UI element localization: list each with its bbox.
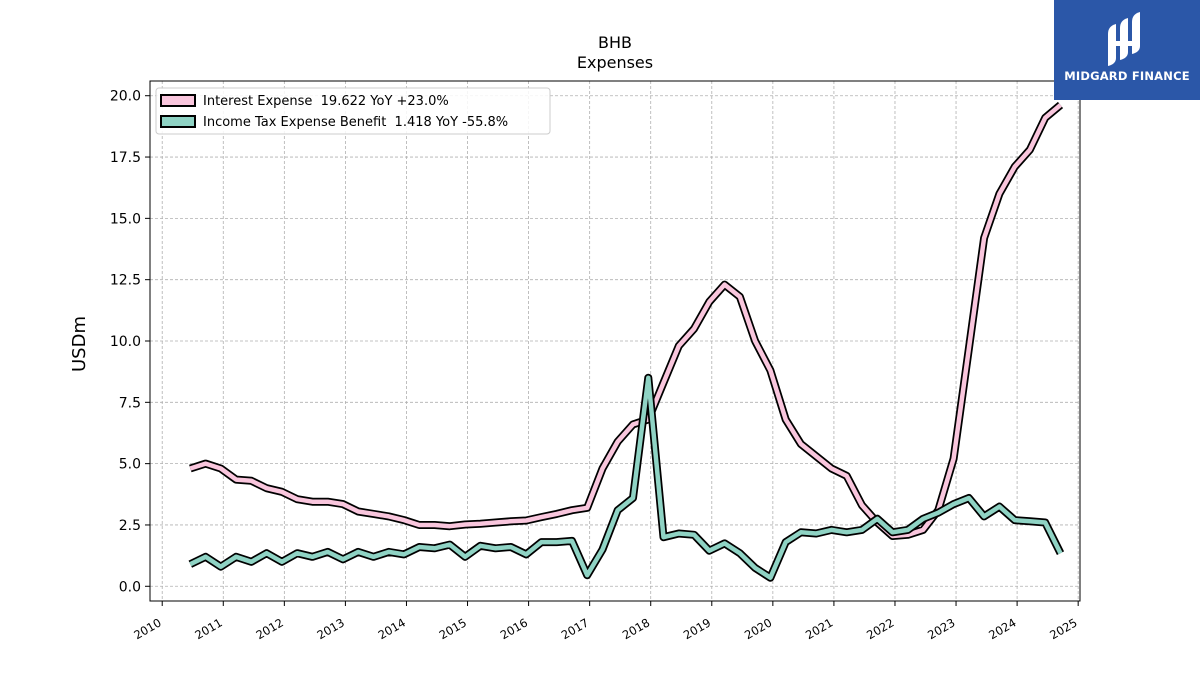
y-tick-label: 7.5 [119,395,141,411]
legend-swatch-interest-expense [160,94,196,107]
x-tick-label: 2020 [742,615,774,642]
x-tick-label: 2017 [559,615,591,642]
logo-text: MIDGARD FINANCE [1064,69,1190,83]
x-tick-label: 2022 [864,615,896,642]
y-tick-label: 0.0 [119,579,141,595]
x-tick-label: 2011 [192,615,224,642]
x-tick-label: 2015 [437,615,469,642]
legend-label-income-tax: Income Tax Expense Benefit 1.418 YoY -55… [203,115,508,130]
x-tick-label: 2013 [315,615,347,642]
y-tick-label: 5.0 [119,457,141,473]
midgard-finance-logo: MIDGARD FINANCE [1054,0,1200,100]
chart-title: BHB [598,33,632,52]
y-tick-label: 10.0 [110,334,141,350]
x-tick-label: 2014 [376,615,408,642]
series-lines [188,101,1065,582]
x-tick-label: 2019 [681,615,713,642]
logo-mark-icon [1108,12,1140,66]
legend: Interest Expense 19.622 YoY +23.0% Incom… [155,87,551,135]
legend-box [155,87,551,135]
x-tick-label: 2012 [253,615,285,642]
legend-swatch-income-tax [160,115,196,128]
y-tick-label: 20.0 [110,89,141,105]
x-tick-label: 2021 [803,615,835,642]
legend-label-interest-expense: Interest Expense 19.622 YoY +23.0% [203,94,449,109]
series-outline-1 [188,373,1065,582]
x-tick-label: 2018 [620,615,652,642]
chart-subtitle: Expenses [577,53,653,72]
series-line-1 [189,375,1063,580]
series-line-0 [189,103,1062,539]
y-axis-ticks: 0.0 2.5 5.0 7.5 10.0 12.5 15.0 17.5 20.0 [110,89,150,595]
x-tick-label: 2023 [925,615,957,642]
y-tick-label: 15.0 [110,211,141,227]
series-outline-0 [189,101,1064,540]
y-axis-label: USDm [69,316,90,372]
y-tick-label: 17.5 [110,150,141,166]
x-tick-label: 2010 [131,615,163,642]
y-tick-label: 12.5 [110,273,141,289]
y-tick-label: 2.5 [119,518,141,534]
grid-lines [150,81,1080,601]
x-tick-label: 2025 [1047,615,1079,642]
x-tick-label: 2024 [986,615,1018,642]
x-tick-label: 2016 [498,615,530,642]
x-axis-ticks: 2010 2011 2012 2013 2014 2015 2016 2017 2018 2019… [131,601,1080,642]
